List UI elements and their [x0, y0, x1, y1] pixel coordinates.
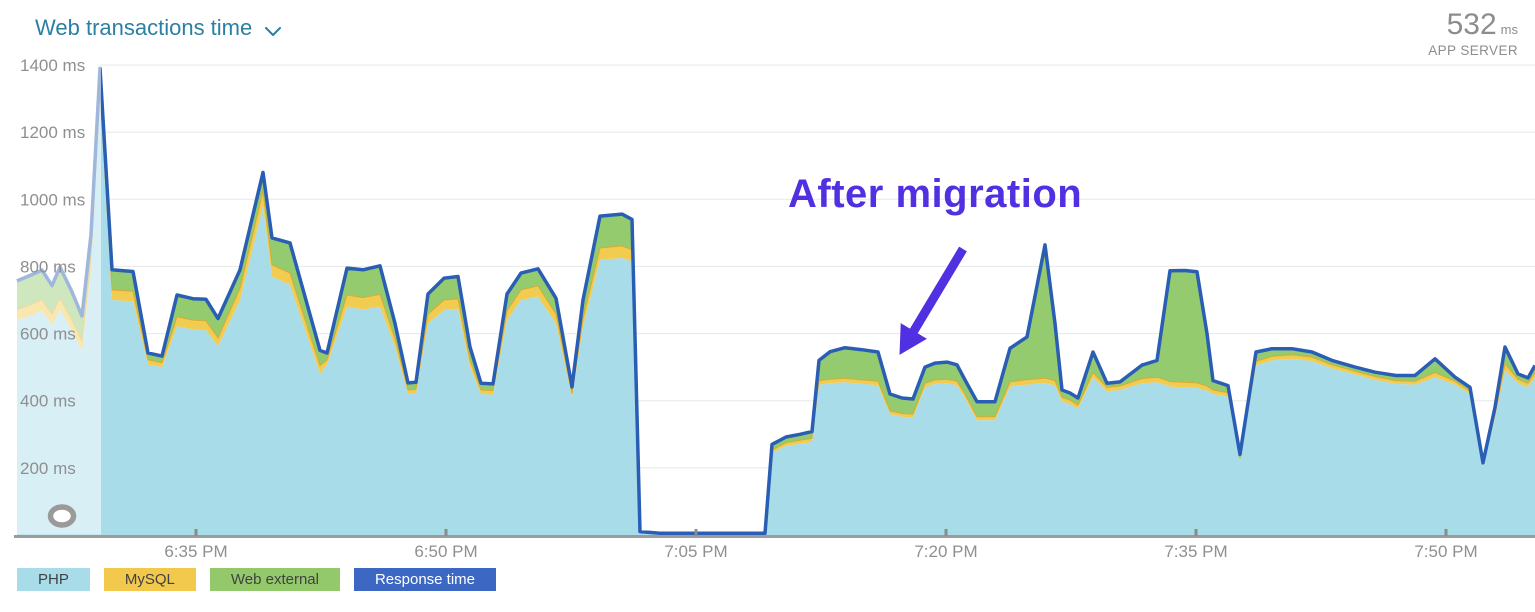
x-tick-label: 6:50 PM	[414, 542, 477, 561]
y-tick-label: 400 ms	[20, 392, 76, 411]
x-axis-tick	[1194, 529, 1198, 536]
legend-php[interactable]: PHP	[17, 568, 90, 591]
x-tick-label: 6:35 PM	[164, 542, 227, 561]
x-axis-tick	[944, 529, 948, 536]
legend-response-time[interactable]: Response time	[353, 568, 497, 591]
y-tick-label: 1000 ms	[20, 190, 85, 209]
response-time-line	[16, 66, 1535, 536]
y-tick-label: 200 ms	[20, 459, 76, 478]
page-title: Web transactions time	[35, 15, 253, 40]
x-tick-label: 7:20 PM	[914, 542, 977, 561]
transactions-chart[interactable]: 6:35 PM 6:50 PM 7:05 PM 7:20 PM 7:35 PM 7:50 …	[0, 0, 1535, 565]
x-axis-tick	[444, 529, 448, 536]
scrubber-handle-icon[interactable]	[47, 504, 77, 528]
y-tick-label: 1200 ms	[20, 123, 85, 142]
current-metric: 532 ms APP SERVER	[1428, 8, 1518, 59]
y-tick-label: 600 ms	[20, 325, 76, 344]
x-axis-line	[14, 535, 1535, 538]
x-tick-label: 7:35 PM	[1164, 542, 1227, 561]
chevron-down-icon	[265, 17, 282, 43]
annotation-after-migration: After migration	[788, 172, 1083, 216]
x-tick-label: 7:05 PM	[664, 542, 727, 561]
x-axis-tick	[694, 529, 698, 536]
y-tick-label: 1400 ms	[20, 56, 85, 75]
x-axis-tick	[194, 529, 198, 536]
legend-web-external[interactable]: Web external	[209, 568, 340, 591]
x-tick-label: 7:50 PM	[1414, 542, 1477, 561]
chart-legend: PHP MySQL Web external Response time	[17, 568, 510, 591]
edge-fade-overlay	[0, 57, 101, 535]
chart-title-dropdown[interactable]: Web transactions time	[35, 13, 282, 43]
y-tick-label: 800 ms	[20, 257, 76, 276]
x-axis-tick	[1444, 529, 1448, 536]
legend-mysql[interactable]: MySQL	[103, 568, 196, 591]
php-area	[17, 100, 1535, 536]
current-value-unit: ms	[1500, 22, 1518, 37]
app-server-label: APP SERVER	[1428, 43, 1518, 58]
current-value: 532	[1446, 8, 1497, 41]
annotation-arrow-icon	[899, 246, 967, 355]
